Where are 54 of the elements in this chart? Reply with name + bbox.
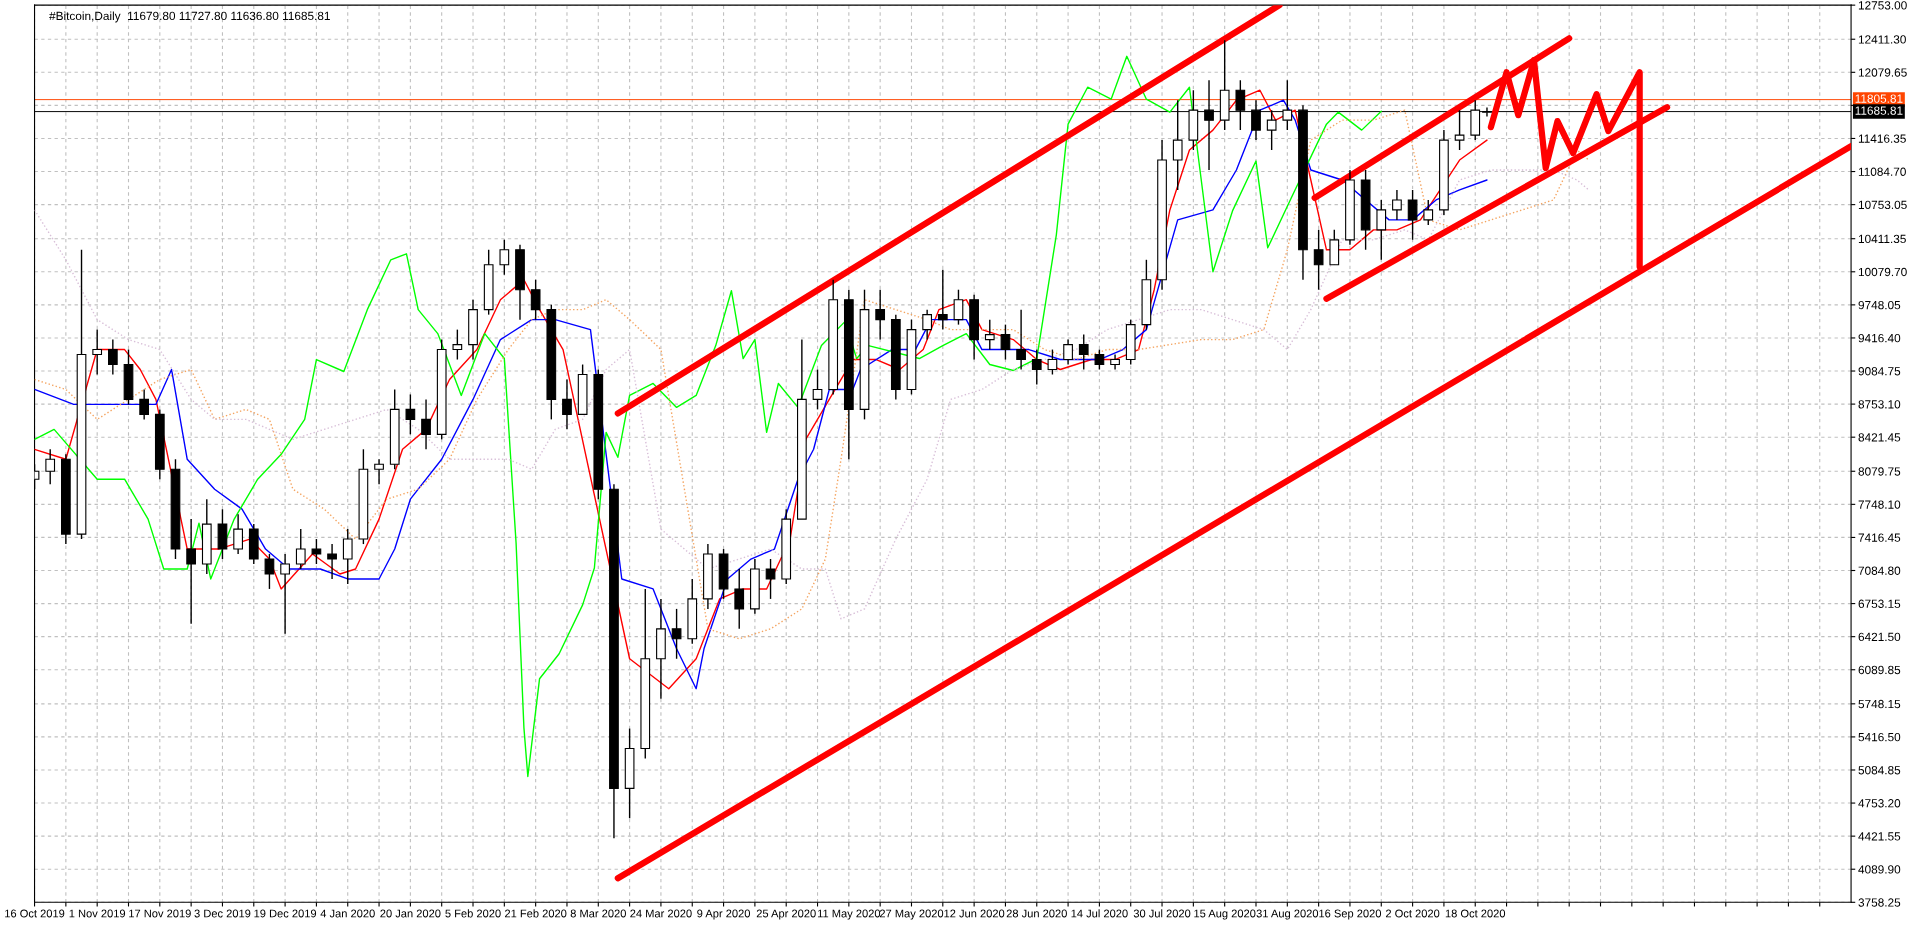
y-tick-label: 6753.15 <box>1858 599 1901 608</box>
x-tick-label: 8 Mar 2020 <box>570 909 626 918</box>
ref-line-label: 11805.81 <box>1855 94 1903 103</box>
y-tick-label: 5416.50 <box>1858 732 1901 742</box>
y-tick-label: 12079.65 <box>1858 68 1907 77</box>
x-tick-label: 17 Nov 2019 <box>129 909 191 918</box>
x-tick-label: 11 May 2020 <box>817 909 881 920</box>
y-tick-label: 7416.45 <box>1858 533 1901 542</box>
y-tick-label: 8753.10 <box>1858 400 1901 409</box>
x-tick-label: 30 Jul 2020 <box>1133 909 1191 918</box>
chart-title: #Bitcoin,Daily 11679.80 11727.80 11636.80 11685.81 <box>49 11 330 23</box>
x-tick-label: 16 Oct 2019 <box>5 909 65 918</box>
y-tick-label: 12753.00 <box>1858 1 1907 10</box>
y-tick-label: 6421.50 <box>1858 632 1901 642</box>
y-tick-label: 4753.20 <box>1858 799 1901 808</box>
y-tick-label: 3758.25 <box>1858 898 1901 907</box>
y-tick-label: 10753.05 <box>1858 200 1907 210</box>
y-tick-label: 9416.40 <box>1858 333 1901 343</box>
y-tick-label: 11416.35 <box>1858 134 1906 143</box>
y-tick-label: 7084.80 <box>1858 566 1901 575</box>
x-tick-label: 1 Nov 2019 <box>69 909 126 918</box>
x-tick-label: 14 Jul 2020 <box>1071 909 1128 918</box>
y-tick-label: 10411.35 <box>1858 234 1906 244</box>
y-tick-label: 5748.15 <box>1858 699 1901 709</box>
ref-line-label: 11685.81 <box>1855 106 1903 115</box>
x-tick-label: 27 May 2020 <box>879 909 944 920</box>
x-tick-label: 12 Jun 2020 <box>944 909 1005 918</box>
x-tick-label: 28 Jun 2020 <box>1006 909 1067 918</box>
x-tick-label: 21 Feb 2020 <box>505 909 567 918</box>
y-tick-label: 8079.75 <box>1858 467 1901 476</box>
y-tick-label: 4089.90 <box>1858 865 1901 874</box>
x-tick-label: 24 Mar 2020 <box>630 909 692 918</box>
y-tick-label: 4421.55 <box>1858 832 1901 841</box>
x-tick-label: 9 Apr 2020 <box>697 909 751 920</box>
x-tick-label: 5 Feb 2020 <box>445 909 501 918</box>
y-tick-label: 7748.10 <box>1858 500 1901 509</box>
x-tick-label: 18 Oct 2020 <box>1445 909 1506 918</box>
x-tick-label: 31 Aug 2020 <box>1256 909 1319 920</box>
x-tick-label: 25 Apr 2020 <box>756 909 816 920</box>
y-tick-label: 11084.70 <box>1858 167 1906 176</box>
y-tick-label: 9084.75 <box>1858 367 1901 376</box>
y-tick-label: 5084.85 <box>1858 766 1901 775</box>
y-tick-label: 6089.85 <box>1858 665 1901 675</box>
x-tick-label: 16 Sep 2020 <box>1319 909 1382 920</box>
y-tick-label: 10079.70 <box>1858 267 1907 277</box>
y-tick-label: 9748.05 <box>1858 300 1901 310</box>
x-tick-label: 19 Dec 2019 <box>254 909 317 918</box>
x-tick-label: 3 Dec 2019 <box>194 909 251 918</box>
x-tick-label: 20 Jan 2020 <box>380 909 441 918</box>
x-tick-label: 15 Aug 2020 <box>1194 909 1256 920</box>
y-tick-label: 8421.45 <box>1858 433 1901 442</box>
y-tick-label: 12411.30 <box>1858 35 1906 44</box>
x-tick-label: 4 Jan 2020 <box>320 909 375 918</box>
x-tick-label: 2 Oct 2020 <box>1385 909 1440 918</box>
